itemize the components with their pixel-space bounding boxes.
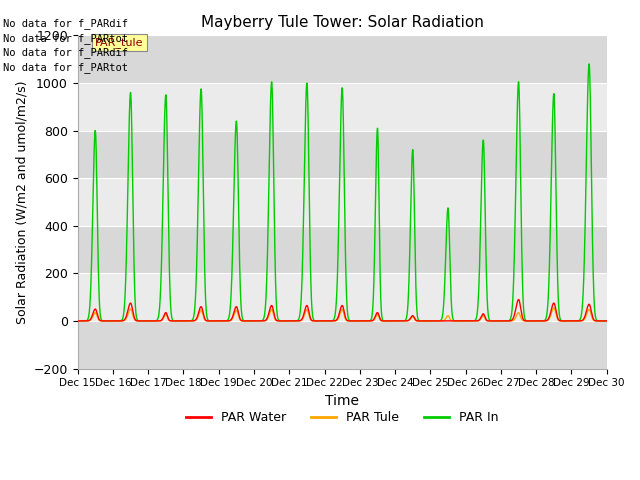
Bar bbox=[77, 131, 607, 178]
Bar bbox=[77, 36, 607, 83]
Title: Mayberry Tule Tower: Solar Radiation: Mayberry Tule Tower: Solar Radiation bbox=[201, 15, 484, 30]
Bar bbox=[77, 83, 607, 131]
Text: No data for f_PARdif: No data for f_PARdif bbox=[3, 18, 128, 29]
Text: No data for f_PARdif: No data for f_PARdif bbox=[3, 47, 128, 58]
Y-axis label: Solar Radiation (W/m2 and umol/m2/s): Solar Radiation (W/m2 and umol/m2/s) bbox=[15, 80, 28, 324]
Text: No data for f_PARtot: No data for f_PARtot bbox=[3, 33, 128, 44]
Text: PAR_tule: PAR_tule bbox=[95, 37, 144, 48]
Bar bbox=[77, 273, 607, 321]
X-axis label: Time: Time bbox=[325, 394, 359, 408]
Bar bbox=[77, 226, 607, 273]
Bar bbox=[77, 321, 607, 369]
Text: No data for f_PARtot: No data for f_PARtot bbox=[3, 61, 128, 72]
Legend: PAR Water, PAR Tule, PAR In: PAR Water, PAR Tule, PAR In bbox=[181, 406, 504, 429]
Bar bbox=[77, 178, 607, 226]
